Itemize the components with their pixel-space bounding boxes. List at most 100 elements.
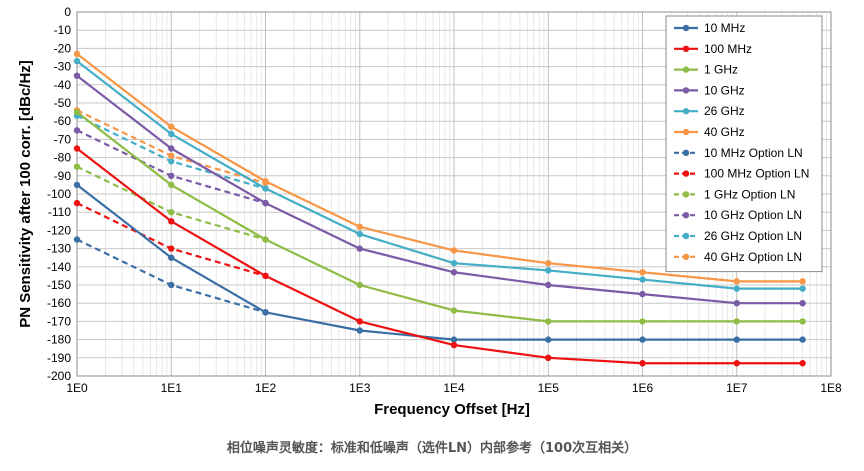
- y-tick-label: -50: [54, 96, 72, 110]
- data-point: [168, 130, 175, 138]
- data-point: [450, 247, 458, 254]
- legend-label: 10 MHz: [704, 21, 745, 35]
- legend-item: 100 MHz Option LN: [674, 167, 809, 181]
- data-point: [450, 259, 458, 267]
- series-100-mhz: [73, 145, 806, 367]
- y-tick-label: -90: [54, 169, 72, 183]
- data-point: [733, 300, 740, 307]
- legend-marker: [682, 87, 690, 94]
- data-point: [639, 290, 646, 298]
- legend-box: [665, 15, 823, 273]
- data-point: [262, 178, 269, 185]
- data-point: [73, 50, 81, 58]
- legend-item: 10 GHz: [674, 83, 745, 97]
- data-point: [168, 218, 175, 225]
- data-point: [799, 278, 806, 285]
- data-point: [168, 145, 175, 152]
- data-point: [733, 318, 740, 325]
- data-point: [545, 259, 552, 267]
- data-point: [799, 285, 806, 292]
- x-tick-label: 1E0: [66, 381, 88, 395]
- legend-marker: [682, 24, 690, 32]
- y-tick-label: -180: [47, 333, 71, 347]
- y-tick-label: -70: [54, 132, 72, 146]
- legend-label: 1 GHz Option LN: [704, 187, 795, 201]
- data-point: [168, 209, 175, 216]
- legend-label: 10 GHz: [704, 83, 745, 97]
- x-tick-label: 1E1: [161, 381, 183, 395]
- data-point: [168, 181, 175, 189]
- series-10-mhz: [73, 181, 806, 343]
- chart-series: [73, 50, 806, 367]
- legend-item: 40 GHz Option LN: [674, 250, 802, 264]
- legend-label: 10 MHz Option LN: [704, 146, 803, 160]
- data-point: [73, 127, 81, 134]
- data-point: [73, 163, 81, 170]
- data-point: [545, 354, 552, 361]
- legend-item: 26 GHz Option LN: [674, 229, 802, 243]
- y-axis-title: PN Sensitivity after 100 corr. [dBc/Hz]: [17, 60, 34, 328]
- data-point: [733, 285, 740, 292]
- chart-legend: 10 MHz 100 MHz 1 GHz 10 GHz 26 GHz 40 GHz 10 M…: [665, 15, 823, 273]
- y-tick-label: -170: [47, 314, 71, 328]
- data-point: [73, 236, 81, 243]
- y-tick-label: -130: [47, 242, 71, 256]
- data-point: [639, 276, 646, 283]
- x-tick-label: 1E4: [443, 381, 465, 395]
- data-point: [262, 236, 269, 243]
- legend-item: 40 GHz: [674, 125, 745, 139]
- y-tick-label: -150: [47, 278, 71, 292]
- x-axis-title: Frequency Offset [Hz]: [374, 401, 530, 418]
- data-point: [356, 327, 363, 334]
- x-tick-label: 1E5: [538, 381, 560, 395]
- legend-label: 100 MHz Option LN: [704, 167, 809, 181]
- legend-label: 1 GHz: [704, 63, 738, 77]
- series-10-ghz: [73, 72, 806, 307]
- data-point: [639, 318, 646, 325]
- chart-caption: 相位噪声灵敏度：标准和低噪声（选件LN）内部参考（100次互相关）: [226, 441, 638, 456]
- data-point: [639, 269, 646, 276]
- legend-marker: [682, 45, 690, 52]
- legend-marker: [682, 253, 690, 260]
- legend-label: 10 GHz Option LN: [704, 208, 802, 222]
- y-tick-label: -200: [47, 369, 71, 383]
- data-point: [733, 336, 740, 343]
- legend-item: 1 GHz Option LN: [674, 187, 795, 201]
- data-point: [262, 199, 269, 207]
- y-tick-label: -60: [54, 114, 72, 128]
- legend-item: 100 MHz: [674, 42, 752, 56]
- plot-border: [76, 11, 832, 377]
- data-point: [168, 172, 175, 179]
- y-tick-label: -40: [54, 78, 72, 92]
- data-point: [450, 307, 458, 314]
- y-tick-label: -160: [47, 296, 71, 310]
- data-point: [168, 281, 175, 289]
- data-point: [168, 123, 175, 130]
- data-point: [450, 336, 458, 343]
- data-point: [450, 269, 458, 276]
- legend-marker: [682, 170, 690, 177]
- legend-item: 10 MHz Option LN: [674, 146, 803, 160]
- legend-label: 40 GHz Option LN: [704, 250, 802, 264]
- data-point: [639, 360, 646, 367]
- data-point: [639, 336, 646, 343]
- data-point: [799, 318, 806, 325]
- y-tick-label: -190: [47, 351, 71, 365]
- data-point: [356, 245, 363, 252]
- legend-marker: [682, 66, 690, 73]
- data-point: [545, 318, 552, 325]
- y-tick-label: -10: [54, 23, 72, 37]
- data-point: [168, 254, 175, 261]
- data-point: [356, 281, 363, 289]
- legend-marker: [682, 108, 690, 115]
- x-tick-label: 1E8: [820, 381, 842, 395]
- data-point: [356, 230, 363, 238]
- legend-label: 100 MHz: [704, 42, 752, 56]
- x-tick-label: 1E6: [632, 381, 654, 395]
- data-point: [262, 309, 269, 316]
- data-point: [73, 72, 81, 79]
- legend-item: 10 MHz: [674, 21, 745, 35]
- chart-axes: 0 -10 -20 -30 -40 -50 -60 -70 -80 -90 -100 -110 -120…: [47, 5, 842, 395]
- data-point: [73, 108, 81, 116]
